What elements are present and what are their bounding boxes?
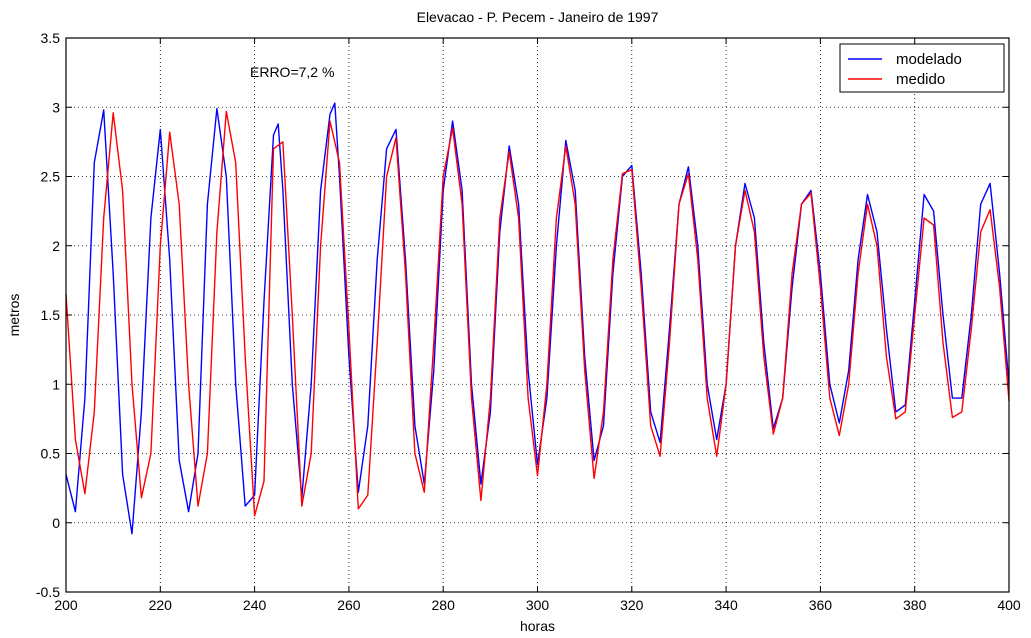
y-tick-label: -0.5: [36, 584, 60, 600]
x-tick-label: 280: [432, 597, 456, 613]
y-tick-label: 2: [52, 238, 60, 254]
series-line-medido: [65, 110, 1010, 517]
legend-label-modelado: modelado: [896, 51, 962, 68]
x-tick-label: 340: [714, 597, 738, 613]
x-tick-label: 400: [997, 597, 1021, 613]
series-line-modelado: [65, 102, 1010, 535]
x-tick-label: 320: [620, 597, 644, 613]
y-tick-label: 0: [52, 515, 60, 531]
y-axis-label: metros: [6, 294, 22, 337]
x-tick-label: 260: [337, 597, 361, 613]
y-tick-label: 2.5: [41, 169, 61, 185]
legend-box: [839, 43, 1005, 93]
x-tick-label: 200: [54, 597, 78, 613]
y-tick-label: 1.5: [41, 307, 61, 323]
y-tick-label: 0.5: [41, 446, 61, 462]
grid-layer: [66, 38, 1009, 592]
x-tick-label: 300: [526, 597, 550, 613]
x-tick-label: 380: [903, 597, 927, 613]
x-axis-label: horas: [520, 618, 555, 633]
x-tick-label: 240: [243, 597, 267, 613]
x-tick-label: 220: [149, 597, 173, 613]
series-layer: [65, 102, 1010, 535]
error-annotation: ERRO=7,2 %: [250, 64, 334, 80]
chart-title: Elevacao - P. Pecem - Janeiro de 1997: [417, 9, 659, 25]
x-tick-label: 360: [809, 597, 833, 613]
y-tick-label: 3.5: [41, 30, 61, 46]
legend: modelado medido: [839, 43, 1005, 93]
y-tick-label: 3: [52, 99, 60, 115]
y-tick-label: 1: [52, 376, 60, 392]
tick-layer: 200 220 240 260 280 300 320 340 360 380 400 -0.5 0 0.…: [36, 30, 1021, 613]
legend-label-medido: medido: [896, 71, 945, 88]
